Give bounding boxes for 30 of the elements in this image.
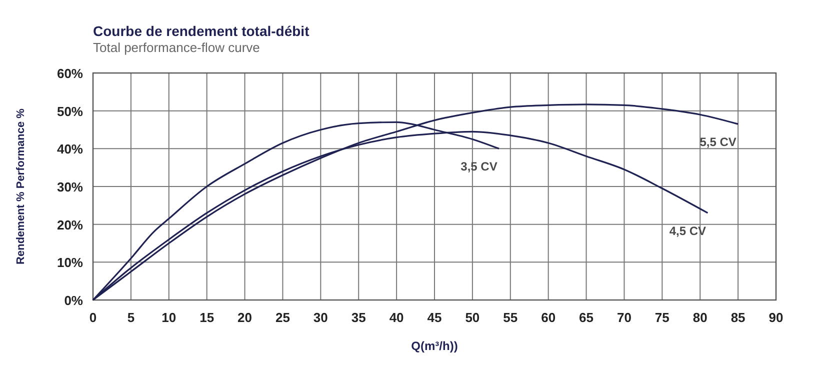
x-tick-label: 70	[616, 310, 632, 325]
x-tick-label: 15	[200, 310, 214, 325]
y-tick-label: 20%	[56, 217, 84, 232]
x-tick-label: 55	[503, 310, 518, 325]
y-tick-label: 50%	[56, 104, 84, 119]
x-tick-label: 90	[768, 310, 784, 325]
y-tick-label: 0%	[64, 293, 84, 308]
x-tick-label: 5	[127, 310, 135, 325]
x-tick-label: 0	[89, 310, 97, 325]
x-tick-label: 50	[465, 310, 480, 325]
y-tick-label: 60%	[56, 66, 84, 81]
x-tick-label: 40	[389, 310, 404, 325]
x-axis-title: Q(m³/h))	[411, 339, 458, 353]
x-tick-label: 35	[351, 310, 366, 325]
chart-title: Courbe de rendement total-débit	[93, 23, 310, 39]
x-tick-label: 85	[730, 310, 746, 325]
x-tick-label: 80	[692, 310, 708, 325]
x-tick-label: 60	[541, 310, 556, 325]
y-tick-label: 30%	[56, 180, 84, 194]
x-tick-label: 25	[275, 310, 290, 325]
x-tick-label: 65	[579, 310, 594, 325]
x-tick-label: 75	[654, 310, 670, 325]
y-tick-label: 10%	[56, 255, 84, 270]
y-axis-title: Rendement % Performance %	[15, 108, 27, 264]
y-tick-label: 40%	[56, 142, 84, 157]
x-tick-label: 30	[313, 310, 328, 325]
x-tick-label: 10	[162, 310, 176, 325]
chart-subtitle: Total performance-flow curve	[93, 40, 260, 55]
x-tick-label: 45	[427, 310, 442, 325]
x-tick-label: 20	[238, 310, 252, 325]
